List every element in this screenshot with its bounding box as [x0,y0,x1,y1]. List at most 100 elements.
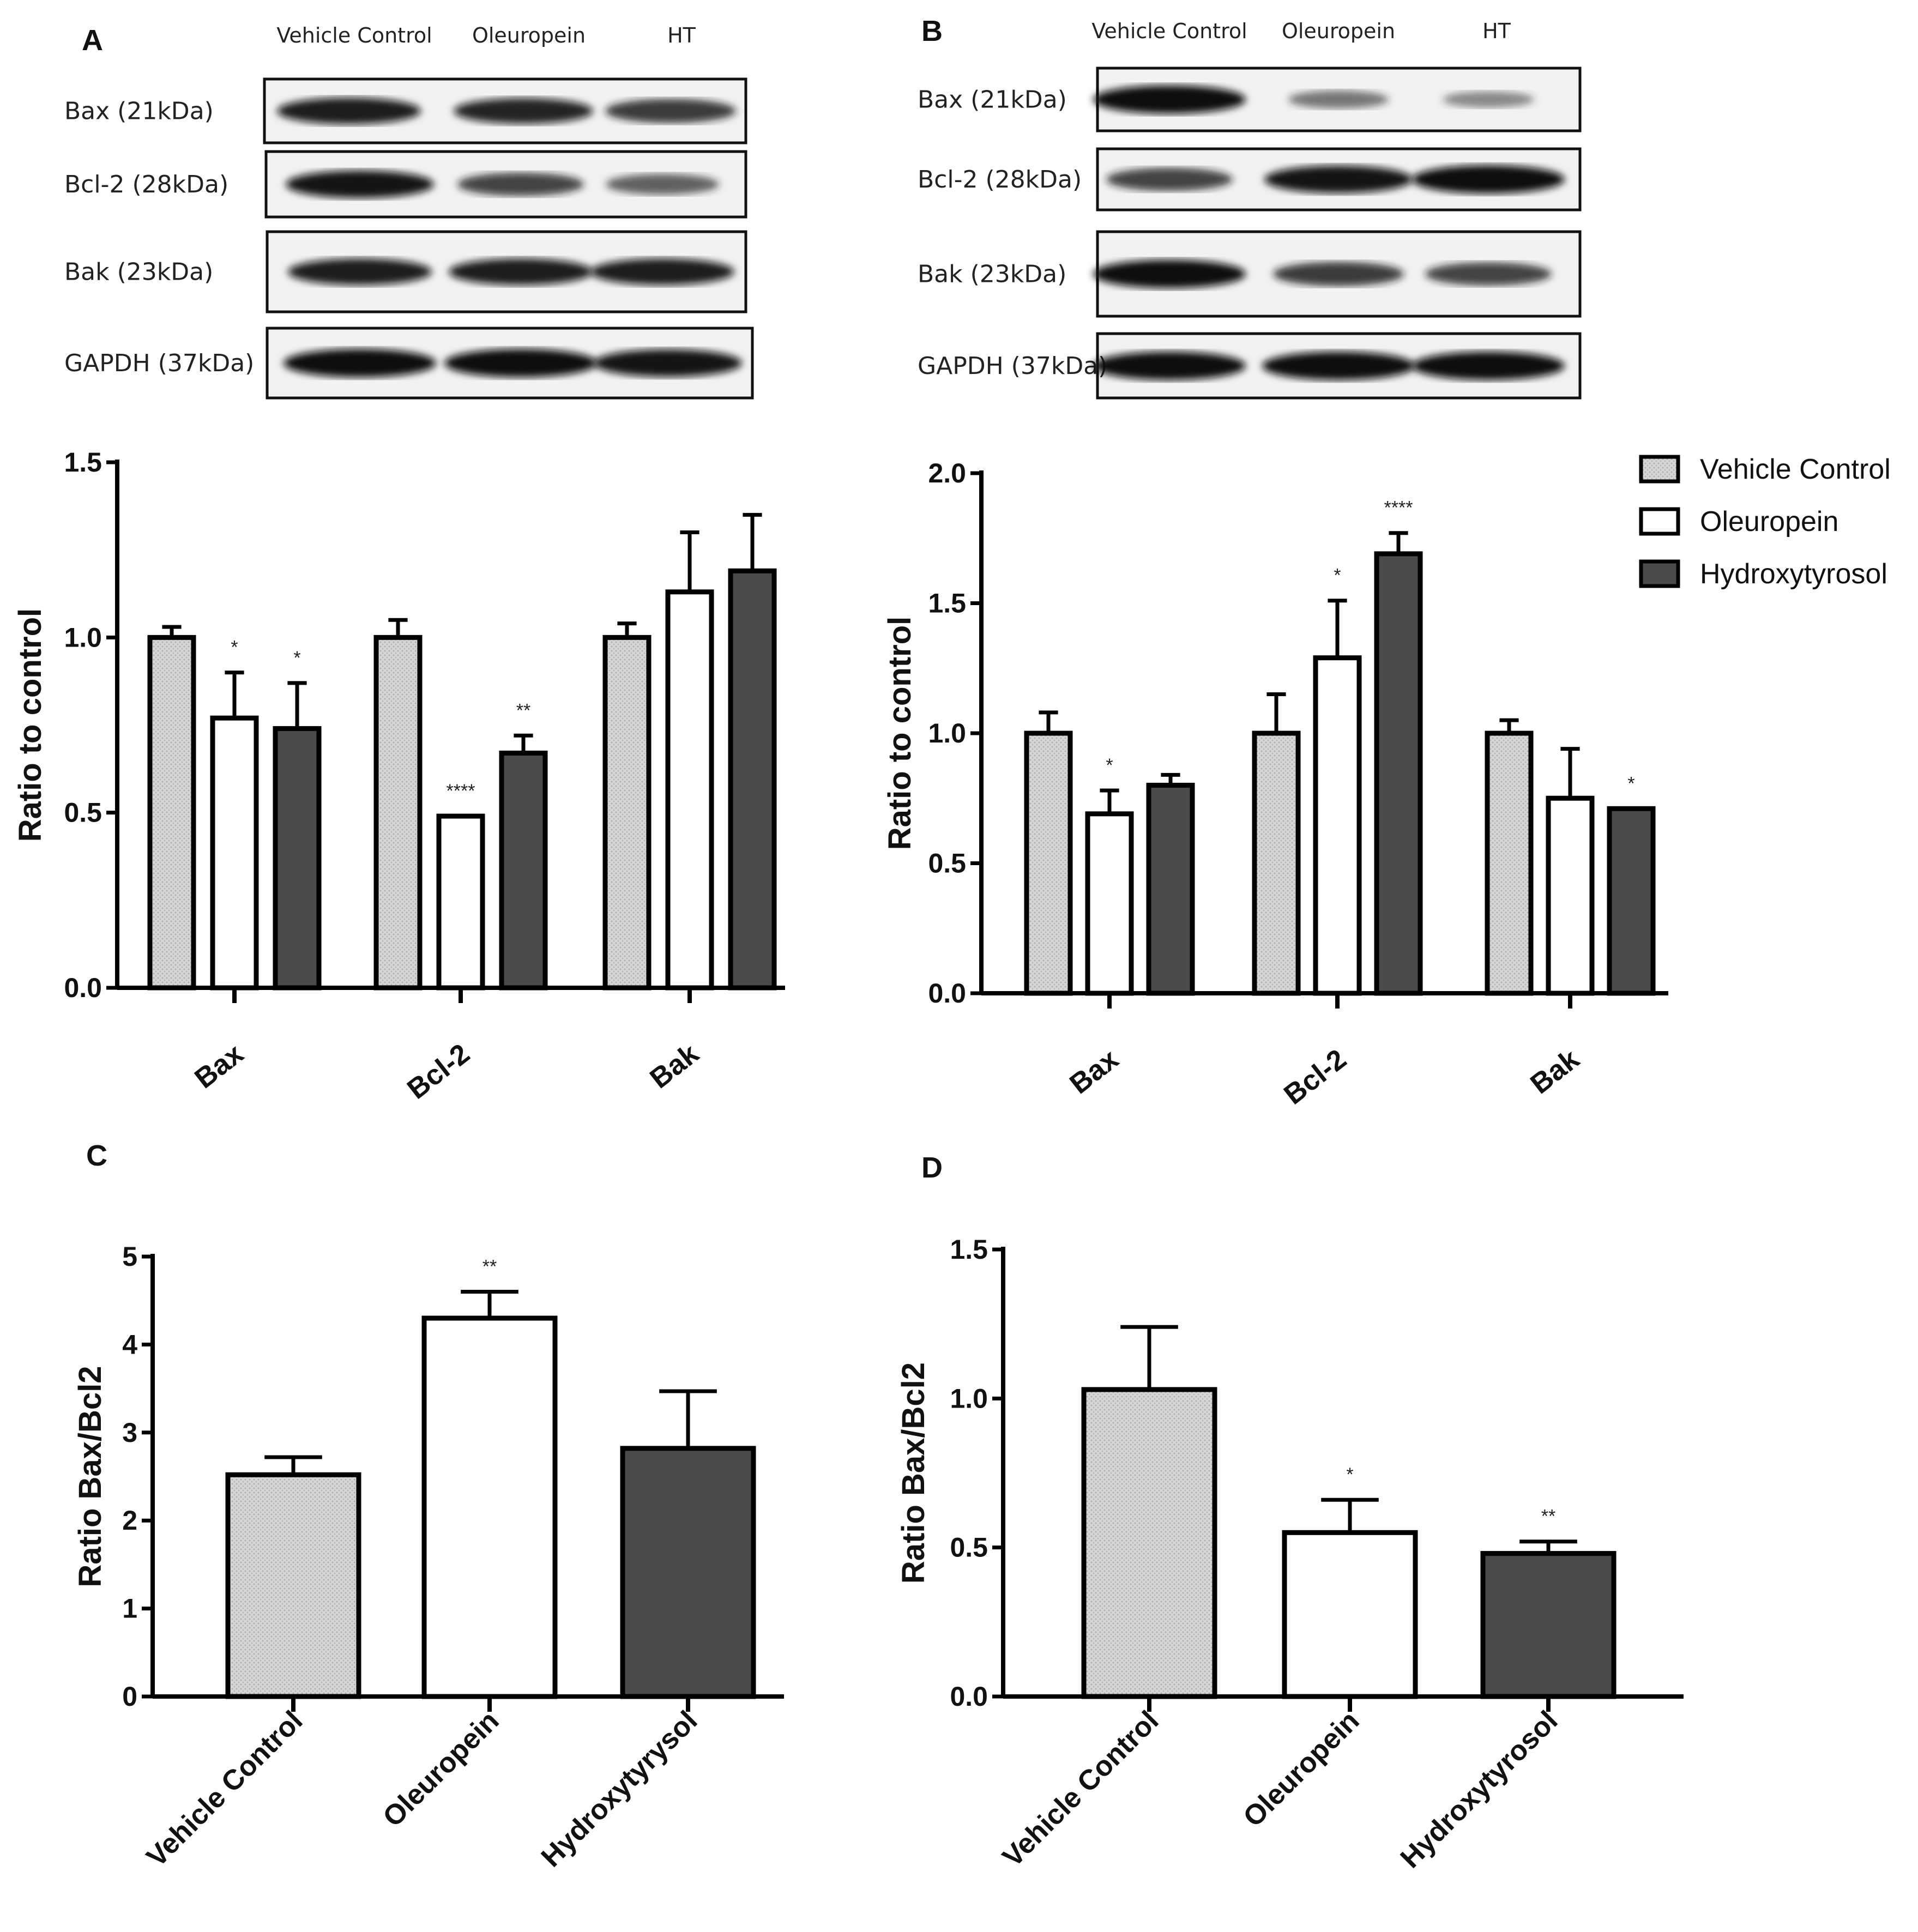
blot-band [1288,90,1389,108]
y-tick-label: 1.5 [950,1234,988,1265]
y-axis-title: Ratio Bax/Bcl2 [896,1362,931,1584]
blot-row-label: Bax (21kDa) [64,98,214,125]
x-category-label: Vehicle Control [997,1705,1165,1873]
blot-band [1412,352,1565,380]
legend-label: Hydroxytyrosol [1700,558,1887,590]
blot-lane-label: HT [667,23,696,47]
blot-band [606,174,719,195]
blot-band [1443,91,1534,108]
panel-letter-a: A [82,24,103,57]
blot-lane-label: Oleuropein [1282,19,1395,43]
bar [499,750,548,991]
significance-label: * [1106,755,1113,776]
blot-band [457,172,584,196]
blot-band [605,99,736,123]
bar [1546,795,1595,996]
y-tick-label: 0.0 [64,973,102,1003]
bar [1252,730,1301,996]
blot-band [1093,352,1246,380]
blot-band [284,349,436,377]
bar [665,589,714,991]
x-category-label: Bax [1064,1043,1124,1100]
blot-band [1093,259,1246,288]
blot-band [594,349,742,377]
blot-band [449,258,593,285]
bar [728,568,777,991]
y-tick-label: 2 [122,1505,137,1536]
western-blots: Vehicle Control Oleuropein HT Bax (21kDa) Bc… [64,19,1582,400]
blot-band [1425,262,1552,286]
panel-letter-b: B [921,15,943,47]
significance-label: **** [447,781,475,801]
x-category-label: Oleuropein [1237,1705,1365,1833]
x-category-label: Vehicle Control [141,1705,309,1873]
x-category-label: Bak [644,1038,704,1095]
chart-panel-b: Ratio to control0.00.51.01.52.0*******Ba… [882,458,1668,1111]
significance-label: ** [516,700,530,721]
bar [147,635,196,991]
y-tick-label: 0.0 [928,978,966,1009]
significance-label: ** [1541,1506,1555,1527]
blot-band [454,98,593,124]
bar [602,635,652,991]
bar [1024,730,1073,996]
blot-row-label: Bcl-2 (28kDa) [918,166,1082,194]
blot-lane-label: Vehicle Control [1091,19,1247,43]
y-tick-label: 0 [122,1681,137,1712]
blot-row-label: Bak (23kDa) [64,258,213,286]
y-tick-label: 1.0 [928,718,966,748]
y-tick-label: 2.0 [928,458,966,488]
bar [620,1446,756,1699]
bar [1313,655,1362,996]
blot-band [288,258,432,285]
chart-panel-c: Ratio Bax/Bcl2 0 1 2 3 4 5 ** Vehicle Control Ole… [73,1241,784,1873]
significance-label: * [293,648,300,668]
significance-label: ** [482,1257,497,1277]
blot-band [286,170,434,198]
bar [225,1472,361,1699]
blot-band [1273,262,1404,286]
significance-label: * [1346,1464,1353,1485]
y-tick-label: 1.0 [64,622,102,653]
blot-band [1093,85,1246,114]
bar [210,715,259,991]
x-category-label: Bax [189,1038,249,1095]
bar [1146,782,1195,996]
blot-row-label: GAPDH (37kDa) [64,349,254,377]
blot-band [1412,165,1565,194]
significance-label: * [1334,565,1341,586]
y-axis-title: Ratio to control [882,617,918,850]
y-tick-label: 1.5 [928,588,966,619]
blot-band [590,258,734,285]
y-tick-label: 0.5 [64,798,102,828]
legend-swatch [1639,507,1680,536]
blot-row-label: Bax (21kDa) [918,86,1067,114]
panel-letter-c: C [86,1139,107,1172]
bar [1480,1551,1617,1699]
significance-label: **** [1384,498,1413,518]
blot-band [1106,167,1233,191]
x-category-label: Bcl-2 [1278,1043,1352,1111]
y-axis-title: Ratio to control [13,608,48,842]
legend-label: Oleuropein [1700,506,1838,538]
blot-band [1262,352,1415,380]
y-tick-label: 5 [122,1241,137,1272]
legend-swatch [1639,455,1680,484]
y-tick-label: 0.5 [928,848,966,879]
blot-row-label: Bcl-2 (28kDa) [64,171,228,198]
bar [1485,730,1534,996]
legend-label: Vehicle Control [1700,454,1891,485]
x-category-label: Bak [1524,1043,1585,1100]
blot-lane-label: HT [1482,19,1511,43]
legend-swatch [1639,559,1680,588]
bar [1282,1530,1418,1699]
bar [373,635,423,991]
y-tick-label: 3 [122,1417,137,1448]
bar [421,1315,558,1699]
blot-lane-label: Vehicle Control [276,23,432,47]
bar [436,813,485,991]
